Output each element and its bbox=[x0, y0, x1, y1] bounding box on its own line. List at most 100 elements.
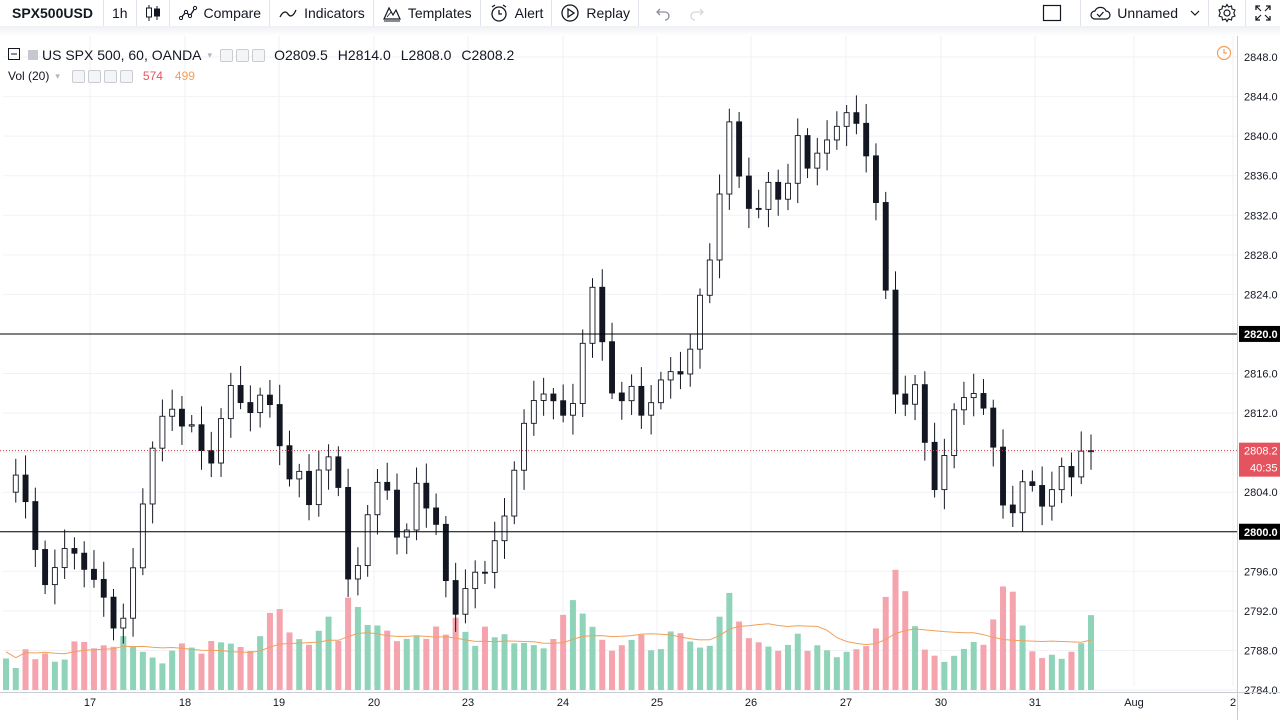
y-tick-label: 2836.0 bbox=[1244, 171, 1278, 183]
chart-pane[interactable]: 2848.0 2844.0 2840.0 2836.0 2832.0 2828.0 2824… bbox=[0, 36, 1280, 720]
volume-bar bbox=[716, 616, 723, 690]
volume-bar bbox=[804, 650, 811, 690]
candle bbox=[833, 111, 840, 150]
volume-bar bbox=[159, 663, 166, 690]
candle bbox=[257, 387, 264, 428]
candle-body bbox=[51, 567, 58, 586]
collapse-legend-icon[interactable] bbox=[8, 47, 20, 63]
templates-button[interactable]: Templates bbox=[374, 0, 481, 26]
candle-body bbox=[687, 348, 694, 375]
volume-bar bbox=[677, 633, 684, 690]
volume-bar bbox=[22, 649, 29, 690]
volume-bar bbox=[589, 626, 596, 690]
candle-body bbox=[237, 385, 244, 404]
price-chart[interactable]: 2848.0 2844.0 2840.0 2836.0 2832.0 2828.0 2824… bbox=[0, 36, 1280, 720]
candle-body bbox=[824, 139, 831, 154]
candle-body bbox=[726, 121, 733, 195]
volume-menu-chevron-icon[interactable]: ▾ bbox=[55, 70, 60, 81]
close-small-icon[interactable] bbox=[252, 48, 266, 62]
volume-eye-icon[interactable] bbox=[71, 69, 85, 83]
volume-bar bbox=[902, 591, 909, 690]
last-price-label: 2808.2 bbox=[1244, 446, 1278, 458]
candle-body bbox=[706, 259, 713, 296]
volume-bar bbox=[882, 596, 889, 690]
volume-title[interactable]: Vol (20) bbox=[8, 69, 50, 83]
settings-small-icon[interactable] bbox=[236, 48, 250, 62]
fullscreen-select-button[interactable] bbox=[1032, 0, 1082, 26]
volume-settings-icon[interactable] bbox=[87, 69, 101, 83]
volume-bar bbox=[1068, 651, 1075, 690]
volume-bar bbox=[1009, 591, 1016, 690]
candle-body bbox=[873, 155, 879, 203]
volume-bar bbox=[237, 646, 244, 690]
fullscreen-button[interactable] bbox=[1246, 0, 1280, 26]
candle-body bbox=[882, 202, 889, 291]
candle-body bbox=[853, 112, 860, 124]
candle bbox=[22, 455, 29, 519]
candle bbox=[697, 288, 703, 369]
volume-bar bbox=[931, 655, 938, 690]
volume-bar bbox=[736, 621, 743, 690]
candle bbox=[599, 269, 606, 361]
indicators-button[interactable]: Indicators bbox=[270, 0, 374, 26]
candle-body bbox=[276, 404, 283, 447]
x-tick-label: 30 bbox=[935, 697, 947, 709]
volume-bar bbox=[345, 597, 352, 690]
chart-type-button[interactable] bbox=[137, 0, 170, 26]
candle-body bbox=[491, 540, 498, 573]
undo-button[interactable] bbox=[639, 0, 681, 26]
candle-body bbox=[657, 379, 664, 404]
candle bbox=[1048, 471, 1055, 521]
top-toolbar: SPX500USD 1h Compare Indicators Template… bbox=[0, 0, 1280, 26]
volume-bar bbox=[921, 649, 928, 690]
candle-body bbox=[61, 548, 68, 569]
alert-clock-icon[interactable] bbox=[1216, 45, 1232, 64]
volume-bar bbox=[1039, 658, 1046, 690]
volume-bar bbox=[364, 625, 371, 690]
candle bbox=[589, 278, 596, 358]
candle-body bbox=[833, 125, 840, 141]
settings-button[interactable] bbox=[1209, 0, 1246, 26]
candle bbox=[667, 356, 674, 399]
candle bbox=[902, 375, 909, 417]
candle bbox=[433, 493, 440, 536]
compare-button[interactable]: Compare bbox=[170, 0, 271, 26]
candle-body bbox=[42, 549, 49, 586]
eye-toggle-icon[interactable] bbox=[220, 48, 234, 62]
candles-icon bbox=[145, 4, 161, 22]
volume-close-icon[interactable] bbox=[119, 69, 133, 83]
candle-body bbox=[335, 456, 342, 488]
candle bbox=[61, 529, 68, 579]
candle bbox=[452, 562, 459, 632]
series-menu-chevron-icon[interactable]: ▾ bbox=[207, 49, 213, 60]
candle bbox=[1019, 469, 1026, 532]
volume-bar bbox=[657, 649, 664, 690]
candle bbox=[149, 441, 156, 524]
alert-button[interactable]: Alert bbox=[481, 0, 553, 26]
volume-bar bbox=[775, 650, 782, 690]
y-tick-label: 2796.0 bbox=[1244, 566, 1278, 578]
redo-button[interactable] bbox=[681, 0, 713, 26]
last-price-tag bbox=[1239, 442, 1280, 477]
candle bbox=[442, 516, 449, 598]
series-title[interactable]: US SPX 500, 60, OANDA bbox=[42, 47, 202, 63]
candle-body bbox=[921, 384, 928, 443]
volume-add-icon[interactable] bbox=[103, 69, 117, 83]
candle bbox=[863, 103, 870, 173]
candle bbox=[12, 458, 19, 503]
volume-bar bbox=[433, 626, 440, 690]
undo-icon bbox=[655, 5, 671, 21]
candle bbox=[1039, 466, 1046, 526]
volume-bar bbox=[266, 612, 273, 690]
expand-icon bbox=[1254, 4, 1272, 22]
volume-bar bbox=[501, 634, 508, 690]
layout-save-button[interactable]: Unnamed bbox=[1081, 0, 1209, 26]
candle-body bbox=[912, 384, 919, 405]
interval-button[interactable]: 1h bbox=[104, 0, 137, 26]
candle bbox=[843, 105, 850, 147]
replay-button[interactable]: Replay bbox=[552, 0, 640, 26]
volume-bar bbox=[384, 630, 391, 690]
symbol-search-input[interactable]: SPX500USD bbox=[0, 0, 104, 26]
candle bbox=[130, 548, 137, 637]
candle-body bbox=[286, 445, 293, 480]
